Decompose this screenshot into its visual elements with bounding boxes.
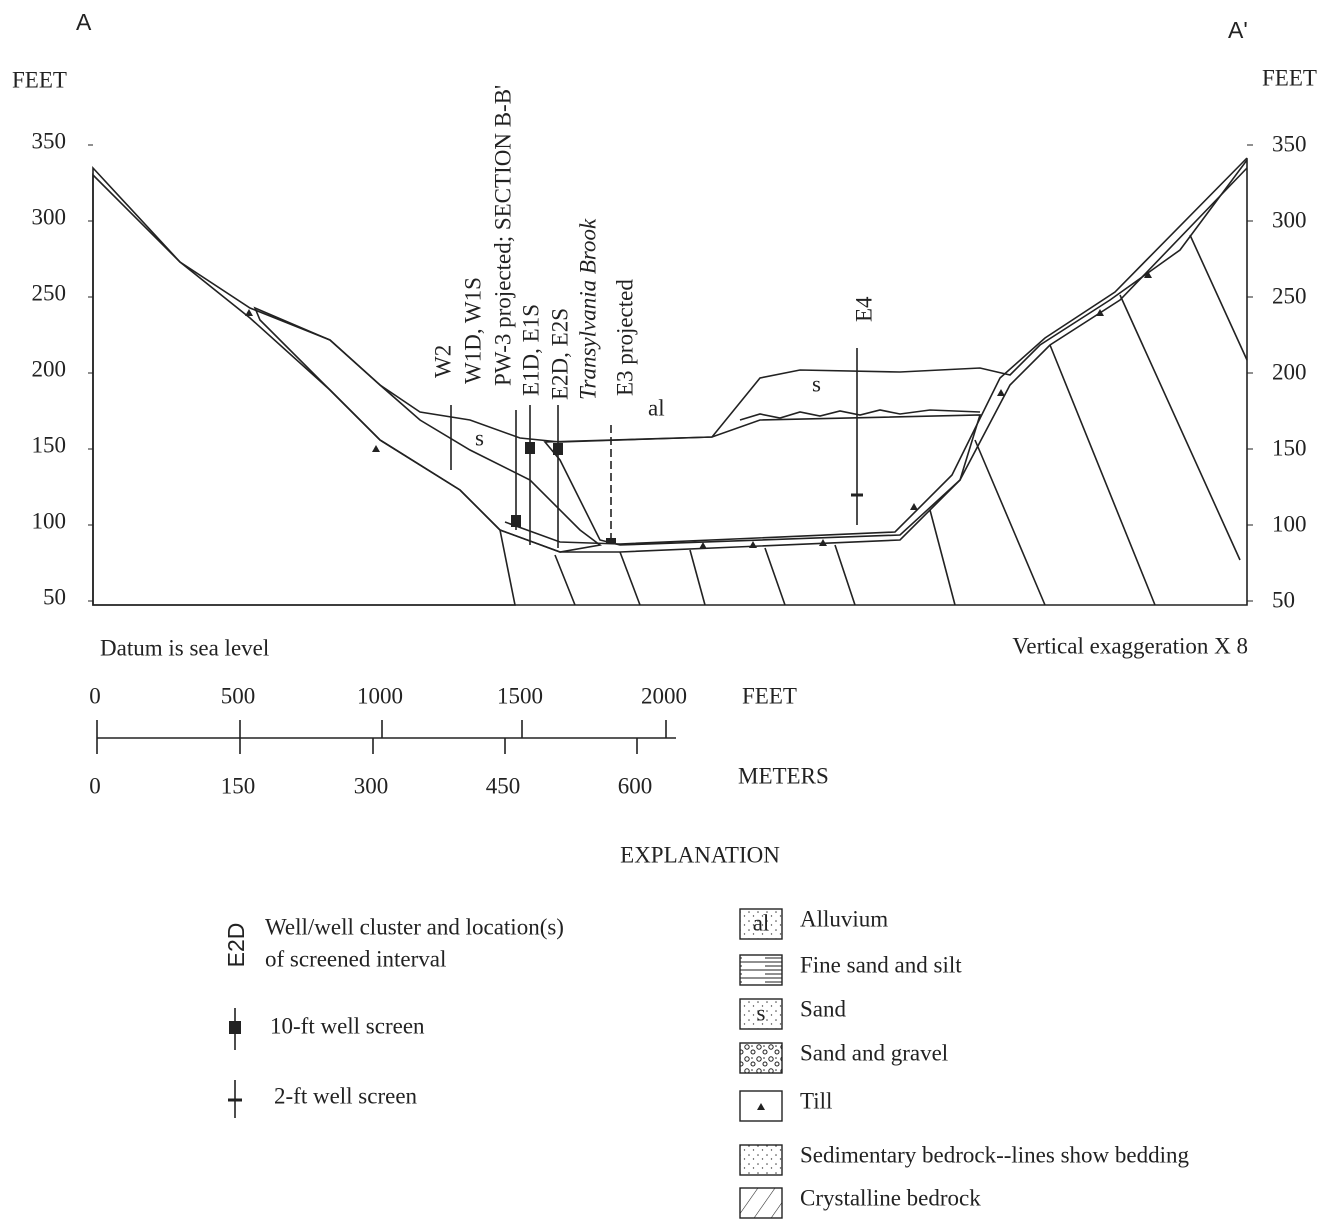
right-tick-label: 200 xyxy=(1272,359,1307,384)
stream-label: Transylvania Brook xyxy=(575,218,600,400)
feet-tick-label: 0 xyxy=(89,683,101,708)
screen-label: 2-ft well screen xyxy=(274,1083,418,1108)
legend-swatch xyxy=(740,1188,782,1218)
cross-section-figure: A A' FEET FEET W2 W1D, W1S PW-3 projecte… xyxy=(0,0,1344,1221)
screen-symbol xyxy=(229,1021,241,1034)
meter-tick-label: 0 xyxy=(89,773,101,798)
cross-section: W2 W1D, W1S PW-3 projected; SECTION B-B'… xyxy=(93,85,1247,605)
exaggeration-note: Vertical exaggeration X 8 xyxy=(1012,633,1248,658)
left-tick-label: 200 xyxy=(32,356,67,381)
unit-label: s xyxy=(812,371,821,396)
meter-tick-label: 600 xyxy=(618,773,653,798)
well-label: W2 xyxy=(430,345,455,378)
meter-tick-label: 300 xyxy=(354,773,389,798)
datum-note: Datum is sea level xyxy=(100,635,269,660)
legend-symbol: al xyxy=(753,910,770,935)
well-label: W1D, W1S xyxy=(460,277,485,384)
well-text: Well/well cluster and location(s) xyxy=(265,914,564,939)
feet-tick-label: 1000 xyxy=(357,683,403,708)
left-tick-label: 300 xyxy=(32,204,67,229)
left-tick-label: 50 xyxy=(43,584,66,609)
well-label: E2D, E2S xyxy=(547,308,572,400)
section-start-label: A xyxy=(76,9,92,35)
well-label: E1D, E1S xyxy=(518,304,543,396)
left-tick-label: 100 xyxy=(32,508,67,533)
screen-label: 10-ft well screen xyxy=(270,1013,425,1038)
left-tick-label: 150 xyxy=(32,432,67,457)
legend-symbol: s xyxy=(757,1000,766,1025)
legend-label: Fine sand and silt xyxy=(800,952,962,977)
right-axis-unit: FEET xyxy=(1262,65,1317,90)
well-text: of screened interval xyxy=(265,946,446,971)
meter-tick-label: 450 xyxy=(486,773,521,798)
well-label: E3 projected xyxy=(612,279,637,396)
legend-swatch xyxy=(740,1145,782,1175)
feet-tick-label: 500 xyxy=(221,683,256,708)
right-tick-label: 250 xyxy=(1272,283,1307,308)
right-tick-label: 150 xyxy=(1272,435,1307,460)
right-tick-label: 350 xyxy=(1272,131,1307,156)
right-tick-label: 300 xyxy=(1272,207,1307,232)
well-screens xyxy=(511,442,616,543)
legend-swatch xyxy=(740,955,782,985)
till-markers xyxy=(245,271,1152,549)
legend: al Alluvium Fine sand and silt s Sand Sand an… xyxy=(740,906,1189,1218)
feet-tick-label: 1500 xyxy=(497,683,543,708)
legend-label: Sand xyxy=(800,996,847,1021)
left-tick-label: 250 xyxy=(32,280,67,305)
legend-label: Crystalline bedrock xyxy=(800,1185,981,1210)
well-label: PW-3 projected; SECTION B-B' xyxy=(490,85,515,386)
sand-and-sedimentary xyxy=(93,160,1247,605)
crystalline-bedrock xyxy=(93,175,515,605)
right-tick-label: 100 xyxy=(1272,511,1307,536)
meter-tick-label: 150 xyxy=(221,773,256,798)
scale-unit: FEET xyxy=(742,683,797,708)
scale-unit: METERS xyxy=(738,763,829,788)
well-symbol: E2D xyxy=(223,923,249,968)
legend-label: Alluvium xyxy=(800,906,888,931)
left-tick-label: 350 xyxy=(32,128,67,153)
legend-label: Till xyxy=(800,1088,832,1113)
legend-swatch xyxy=(740,1043,782,1073)
well-label: E4 xyxy=(851,296,876,322)
legend-label: Sand and gravel xyxy=(800,1040,948,1065)
explanation-title: EXPLANATION xyxy=(620,842,780,867)
left-axis-unit: FEET xyxy=(12,67,67,92)
unit-label: s xyxy=(475,425,484,450)
right-tick-label: 50 xyxy=(1272,587,1295,612)
unit-label: al xyxy=(648,395,665,420)
feet-tick-label: 2000 xyxy=(641,683,687,708)
section-end-label: A' xyxy=(1228,17,1248,43)
legend-label: Sedimentary bedrock--lines show bedding xyxy=(800,1142,1189,1167)
